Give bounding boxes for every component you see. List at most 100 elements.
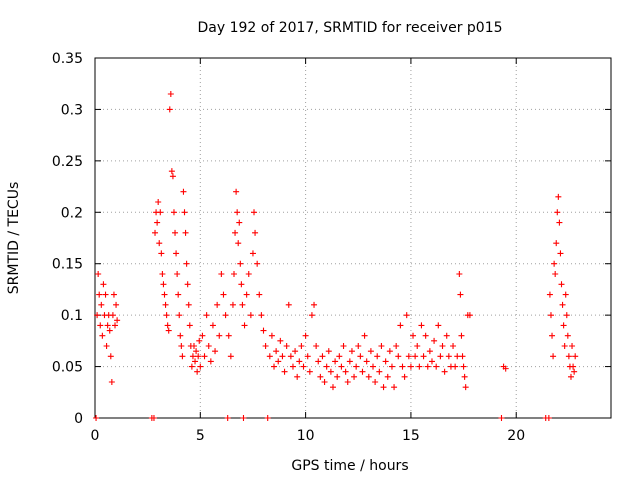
data-point	[203, 312, 210, 319]
data-point	[558, 281, 565, 288]
data-point	[229, 301, 236, 308]
data-point	[344, 379, 351, 385]
data-point	[372, 379, 379, 385]
data-point	[547, 312, 554, 319]
data-point	[174, 271, 181, 277]
data-point	[459, 353, 466, 360]
data-point	[175, 291, 182, 298]
data-point	[166, 106, 173, 113]
data-point	[100, 281, 107, 288]
data-point	[158, 250, 165, 257]
data-point	[154, 219, 161, 226]
data-point	[160, 281, 167, 288]
data-point	[252, 229, 259, 236]
data-point	[563, 312, 570, 319]
y-tick-label: 0	[74, 411, 83, 427]
data-point	[363, 358, 370, 365]
data-point	[374, 353, 381, 360]
data-point	[338, 363, 345, 370]
data-point	[108, 379, 115, 385]
data-point	[159, 271, 166, 277]
data-point	[110, 291, 117, 298]
data-point	[289, 363, 296, 370]
data-point	[227, 353, 234, 360]
data-point	[186, 322, 193, 329]
data-point	[197, 363, 204, 370]
data-point	[112, 322, 119, 329]
data-point	[192, 358, 199, 365]
data-point	[336, 353, 343, 360]
data-point	[99, 332, 106, 339]
data-point	[545, 415, 552, 421]
data-point	[382, 358, 389, 365]
data-point	[225, 332, 232, 339]
data-point	[351, 373, 358, 380]
data-point	[340, 343, 347, 349]
data-point	[176, 312, 183, 319]
tick-layer: 0 0.05 0.1 0.15 0.2 0.25 0.3 0.35 0 5 10 15 20	[52, 51, 611, 444]
data-point	[238, 281, 245, 288]
data-point	[247, 312, 254, 319]
data-point	[431, 337, 438, 344]
data-point	[157, 209, 164, 216]
data-point	[420, 353, 427, 360]
data-point	[207, 358, 214, 365]
data-point	[161, 291, 168, 298]
data-point	[403, 312, 410, 319]
data-point	[551, 260, 558, 267]
x-axis-label: GPS time / hours	[291, 458, 408, 474]
data-point	[201, 353, 208, 360]
data-point	[163, 312, 170, 319]
data-point	[164, 322, 171, 329]
data-point	[570, 363, 577, 370]
data-point	[212, 348, 219, 355]
data-point	[172, 229, 179, 236]
data-point	[162, 301, 169, 308]
data-point	[183, 260, 190, 267]
data-point	[155, 199, 162, 205]
data-point	[397, 322, 404, 329]
data-point	[214, 301, 221, 308]
y-tick-label: 0.2	[61, 205, 83, 221]
data-point	[167, 91, 174, 97]
data-point	[264, 415, 271, 421]
data-point	[342, 368, 349, 375]
data-point	[418, 322, 425, 329]
data-point	[441, 368, 448, 375]
data-point	[407, 363, 414, 370]
data-point	[193, 348, 200, 355]
data-point	[565, 353, 572, 360]
data-point	[357, 353, 364, 360]
data-point	[460, 363, 467, 370]
data-point	[168, 168, 175, 175]
data-point	[319, 353, 326, 360]
data-point	[268, 332, 275, 339]
data-point	[96, 291, 103, 298]
data-point	[361, 332, 368, 339]
data-point	[437, 353, 444, 360]
data-point	[346, 358, 353, 365]
data-point	[218, 271, 225, 277]
data-point	[251, 209, 258, 216]
data-point	[245, 271, 252, 277]
data-point	[222, 312, 229, 319]
data-point	[231, 271, 238, 277]
data-point	[550, 353, 557, 360]
data-point	[556, 219, 563, 226]
data-point	[380, 384, 387, 391]
data-point	[327, 368, 334, 375]
data-point	[462, 384, 469, 391]
data-point	[185, 301, 192, 308]
data-point	[165, 327, 172, 334]
data-point	[359, 368, 366, 375]
data-point	[443, 332, 450, 339]
data-point	[287, 353, 294, 360]
data-point	[458, 332, 465, 339]
data-point	[170, 209, 177, 216]
data-point	[220, 291, 227, 298]
points-layer	[93, 91, 579, 421]
data-point	[184, 281, 191, 288]
data-point	[457, 291, 464, 298]
data-point	[378, 343, 385, 349]
